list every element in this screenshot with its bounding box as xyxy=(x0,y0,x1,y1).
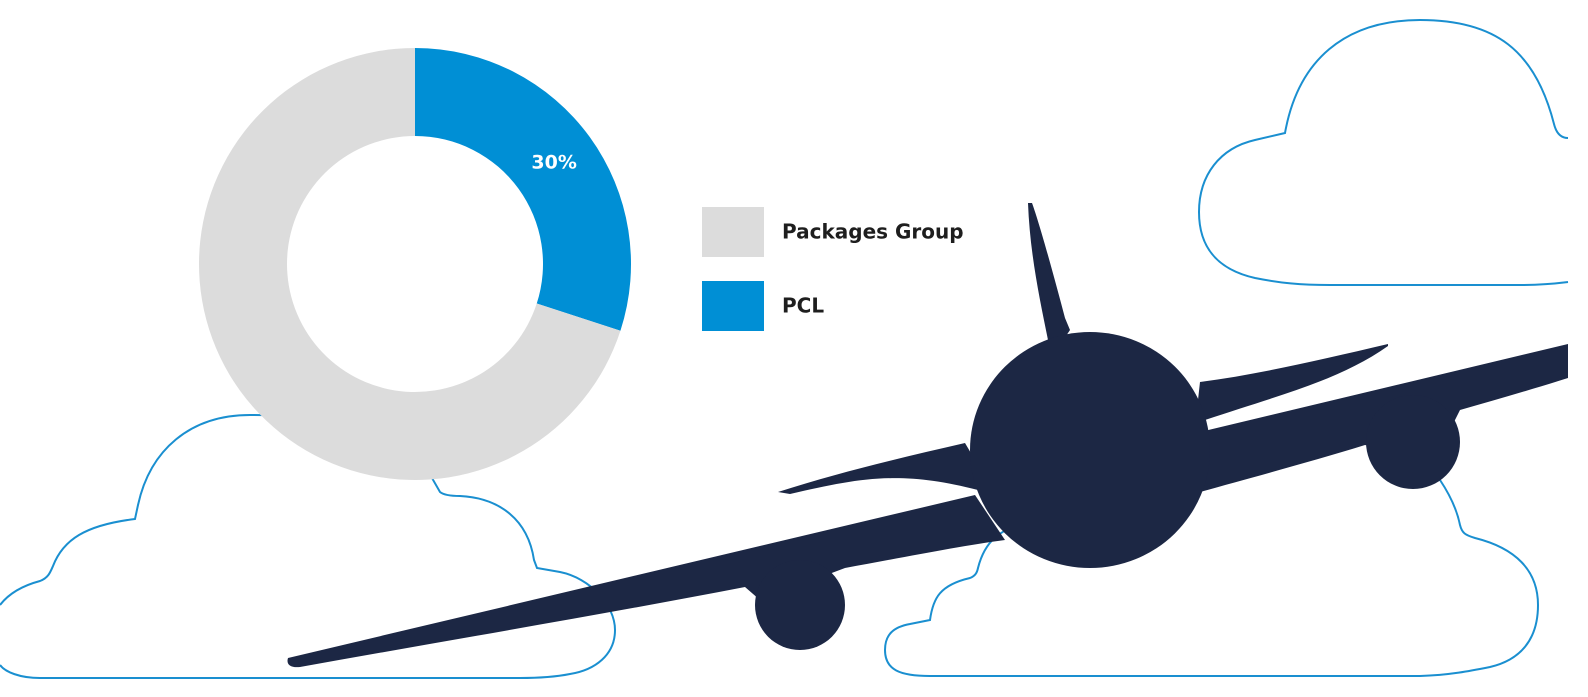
legend-swatch xyxy=(702,281,764,331)
cloud xyxy=(0,413,617,679)
legend-label: PCL xyxy=(782,294,824,318)
plane-stabilizer xyxy=(778,443,978,494)
plane-fuselage xyxy=(970,332,1210,568)
plane-engine xyxy=(1366,395,1460,489)
slice xyxy=(415,48,631,331)
plane-engine xyxy=(755,560,845,650)
plane-wing xyxy=(287,495,1005,668)
plane-stabilizer xyxy=(1198,344,1388,420)
legend: Packages Group PCL xyxy=(702,207,964,331)
cloud xyxy=(1197,18,1569,286)
donut: 30% xyxy=(198,48,631,481)
legend-swatch xyxy=(702,207,764,257)
decor-clouds xyxy=(0,18,1569,679)
decor-plane xyxy=(287,203,1568,668)
slice xyxy=(198,48,621,481)
plane-tail xyxy=(1028,203,1070,345)
legend-label: Packages Group xyxy=(782,220,964,244)
data-label: 30% xyxy=(531,151,576,173)
